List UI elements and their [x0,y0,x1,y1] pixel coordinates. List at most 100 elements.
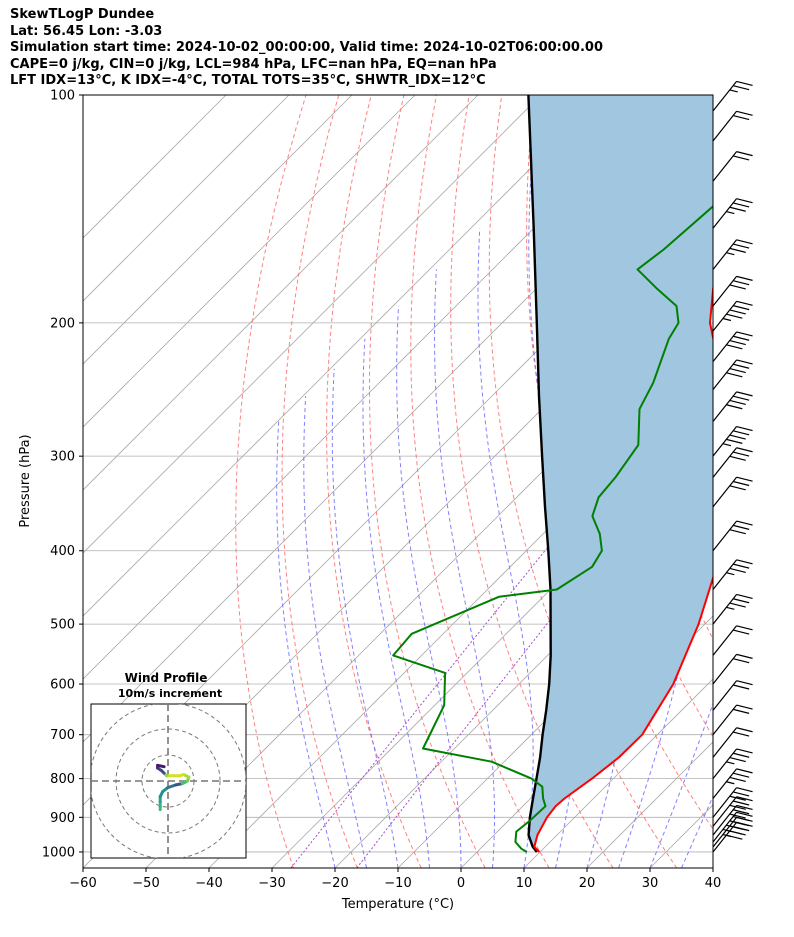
wind-barb-flag [736,447,753,453]
wind-barb-flag [729,820,746,826]
wind-barb-staff [712,198,738,229]
y-tick-label: 200 [50,316,75,331]
chart-header: SkewTLogP Dundee Lat: 56.45 Lon: -3.03 S… [10,7,603,90]
wind-barb-flag [729,206,746,212]
wind-barb-flag [733,708,750,714]
wind-barb-flag [729,367,746,374]
wind-barb-staff [712,594,738,625]
wind-barb-flag [729,529,746,535]
x-tick-label: −60 [69,876,96,891]
moist-adiabat-line [303,396,367,868]
wind-barb-flag [736,331,753,337]
wind-barb-flag [733,243,750,249]
wind-barb-flag [733,305,750,311]
moist-adiabat-line [477,228,534,868]
wind-barb-flag [726,824,743,830]
wind-barb-staff [712,331,738,362]
wind-barb-flag [733,480,750,487]
wind-barb-flag [726,438,743,444]
wind-barb-flag [733,202,750,208]
y-tick-label: 400 [50,544,75,559]
wind-barb-flag [733,524,750,530]
parcel-line [527,95,552,853]
axes: −60 −50 −40 −30 −20 −10 0 10 20 30 40 1000 900 800 700… [18,89,721,913]
wind-barb [712,275,753,307]
dry-adiabat-line [326,95,422,868]
wind-barb [712,625,753,656]
wind-barb-half [726,252,735,256]
wind-barb-flag [726,372,743,378]
x-tick-label: 10 [516,876,533,891]
wind-barb [712,300,753,332]
wind-barb-staff [712,275,738,307]
isotherm-line [776,95,794,868]
x-axis-label: Temperature (°C) [341,897,454,912]
y-tick-label: 800 [50,772,75,787]
wind-barb [712,331,753,362]
moist-adiabat-line [681,795,713,868]
wind-barb-flag [736,198,753,204]
wind-barb-flag [733,280,750,286]
dry-adiabat-line [450,95,614,868]
wind-barb-flag [736,680,753,686]
chart-title: SkewTLogP Dundee [10,7,155,22]
wind-barb-flag [733,363,750,369]
isotherm-line [83,95,290,302]
wind-barb-staff [712,727,738,758]
wind-barb-half [722,317,732,322]
wind-barb-half [726,210,735,215]
wind-barb [712,704,753,736]
wind-barb-flag [729,284,746,290]
dry-adiabat-line [281,95,358,868]
wind-barb-staff [712,748,738,779]
wind-barb-flag [729,813,746,819]
wind-barb-half [722,833,732,838]
wind-barb [712,593,753,625]
wind-barb-flag [733,816,750,822]
dry-adiabat-line [410,95,550,868]
wind-barb-flag [736,300,753,306]
wind-barb-staff [712,239,738,270]
wind-barb-flag [733,430,750,436]
wind-barb [712,239,753,270]
x-tick-label: 40 [705,876,722,891]
wind-barb-staff [712,81,738,112]
dry-adiabat-line [763,95,794,868]
moist-adiabat-line [434,269,495,868]
wind-barb-flag [729,399,746,406]
wind-barb-flag [736,796,753,802]
y-tick-label: 1000 [42,845,75,860]
isotherm-line [712,867,713,868]
isotherm-line [145,300,713,868]
wind-barb-flag [736,151,753,157]
wind-barb-flag [736,391,753,397]
hodograph-inset: Wind Profile 10m/s increment [90,671,247,859]
isotherm-line [83,95,416,428]
wind-barb-staff [712,426,738,457]
wind-barb-staff [712,476,738,508]
wind-barb-flag [733,791,750,797]
hodograph-subtitle: 10m/s increment [118,687,222,700]
isotherm-line [83,95,227,239]
wind-barb [712,359,753,390]
wind-barb [712,680,753,711]
hodograph-plot [91,704,246,858]
wind-barb [712,787,753,818]
wind-barb-staff [712,625,738,656]
moist-adiabat-line [276,421,336,868]
wind-barb-flag [729,434,746,440]
wind-barb-staff [712,787,738,818]
wind-barb-flag [729,804,746,810]
wind-barb-flag [729,485,746,491]
isotherm-line [83,95,605,617]
wind-barb [712,476,753,508]
wind-barb-staff [712,816,738,848]
wind-barb-flag [733,395,750,401]
mixing-ratio-line [290,455,623,868]
wind-barb-flag [736,520,753,526]
wind-barb-staff [712,704,738,736]
wind-barb [712,796,753,827]
wind-barb-half [722,828,732,833]
y-tick-label: 300 [50,450,75,465]
